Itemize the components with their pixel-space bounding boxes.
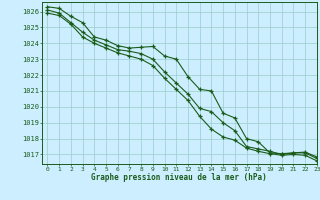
X-axis label: Graphe pression niveau de la mer (hPa): Graphe pression niveau de la mer (hPa) bbox=[91, 173, 267, 182]
